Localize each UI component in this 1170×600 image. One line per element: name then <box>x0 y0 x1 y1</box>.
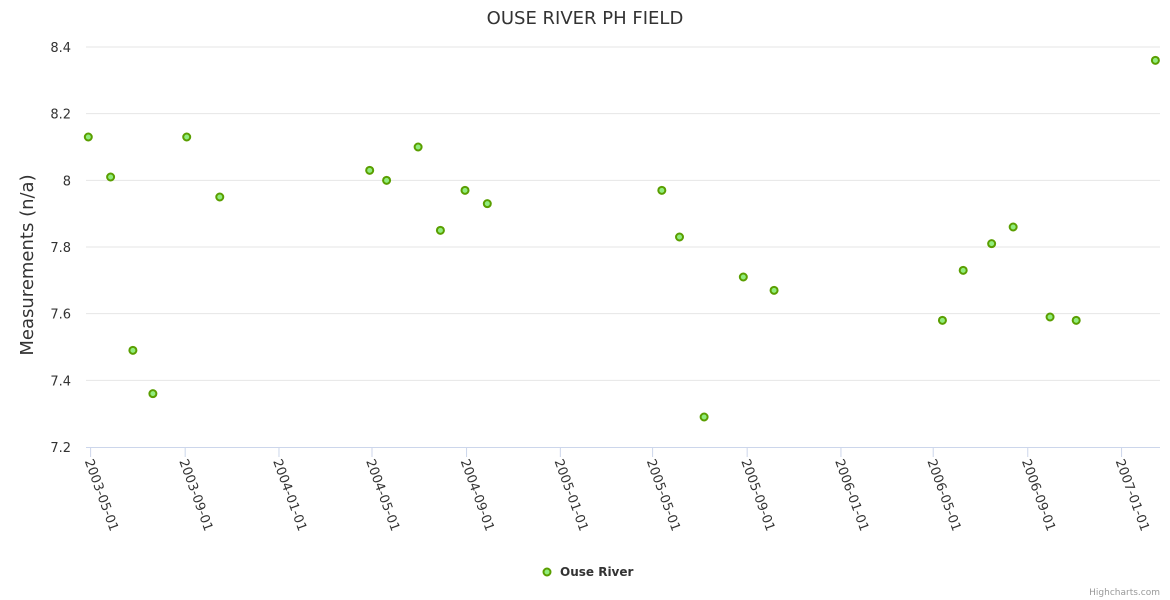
x-tick-label: 2006-09-01 <box>1018 457 1058 533</box>
data-point <box>83 132 93 142</box>
data-point <box>365 165 375 175</box>
y-tick-label: 7.8 <box>50 241 71 256</box>
y-axis-ticks: 7.2 7.4 7.6 7.8 8 8.2 8.4 <box>50 41 71 456</box>
legend[interactable]: Ouse River <box>542 565 634 579</box>
data-point <box>106 172 116 182</box>
y-gridlines <box>86 46 1160 381</box>
data-point <box>382 175 392 185</box>
y-tick-label: 8.4 <box>50 41 71 56</box>
y-tick-label: 8 <box>63 174 71 189</box>
data-point <box>699 412 709 422</box>
y-tick-label: 7.4 <box>50 374 71 389</box>
y-tick-label: 7.6 <box>50 308 71 323</box>
x-tick-label: 2004-09-01 <box>457 457 497 533</box>
y-axis-label: Measurements (n/a) <box>17 174 38 355</box>
data-point <box>1008 222 1018 232</box>
data-point <box>435 225 445 235</box>
x-tick-label: 2003-05-01 <box>81 457 121 533</box>
x-tick-label: 2004-01-01 <box>269 457 309 533</box>
y-tick-label: 8.2 <box>50 108 71 123</box>
data-point <box>482 199 492 209</box>
x-tick-label: 2005-09-01 <box>737 457 777 533</box>
chart-title: OUSE RIVER PH FIELD <box>487 8 684 29</box>
data-point <box>657 185 667 195</box>
x-tick-label: 2006-01-01 <box>831 457 871 533</box>
data-point <box>1150 55 1160 65</box>
y-tick-label: 7.2 <box>50 441 71 456</box>
legend-label[interactable]: Ouse River <box>560 565 634 579</box>
x-tick-label: 2007-01-01 <box>1112 457 1152 533</box>
x-tick-label: 2003-09-01 <box>175 457 215 533</box>
x-tick-label: 2005-05-01 <box>643 457 683 533</box>
legend-marker <box>542 567 552 577</box>
data-point <box>128 345 138 355</box>
data-point <box>182 132 192 142</box>
data-point <box>675 232 685 242</box>
x-tick-label: 2005-01-01 <box>551 457 591 533</box>
credits-link[interactable]: Highcharts.com <box>1089 588 1160 598</box>
x-tick-label: 2006-05-01 <box>923 457 963 533</box>
data-point <box>460 185 470 195</box>
x-axis-ticks: 2003-05-01 2003-09-01 2004-01-01 2004-05-01… <box>81 447 1152 533</box>
data-point <box>937 315 947 325</box>
data-point <box>148 389 158 399</box>
data-point <box>738 272 748 282</box>
data-point <box>1045 312 1055 322</box>
x-tick-label: 2004-05-01 <box>362 457 402 533</box>
data-point <box>958 265 968 275</box>
data-point <box>215 192 225 202</box>
data-point <box>769 285 779 295</box>
data-point <box>413 142 423 152</box>
data-points <box>83 55 1160 422</box>
data-point <box>987 239 997 249</box>
data-point <box>1071 315 1081 325</box>
